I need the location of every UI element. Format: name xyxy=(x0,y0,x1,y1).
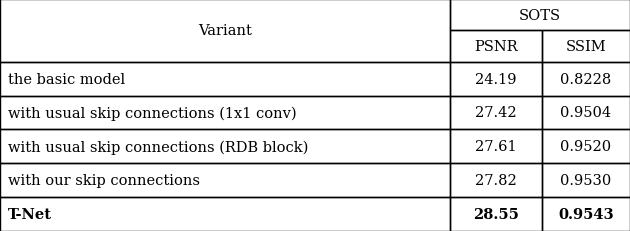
Bar xyxy=(0,197,450,231)
Text: 28.55: 28.55 xyxy=(473,207,519,221)
Text: with our skip connections: with our skip connections xyxy=(8,173,200,187)
Text: 0.8228: 0.8228 xyxy=(560,72,612,86)
Text: 0.9530: 0.9530 xyxy=(560,173,612,187)
Text: Variant: Variant xyxy=(198,24,252,38)
Bar xyxy=(0,96,450,130)
Text: SSIM: SSIM xyxy=(566,40,606,54)
Bar xyxy=(450,130,542,164)
Bar xyxy=(542,96,630,130)
Bar xyxy=(0,0,450,62)
Text: 27.61: 27.61 xyxy=(475,140,517,154)
Text: with usual skip connections (RDB block): with usual skip connections (RDB block) xyxy=(8,140,309,154)
Text: 27.82: 27.82 xyxy=(475,173,517,187)
Bar xyxy=(450,0,630,31)
Bar xyxy=(450,164,542,197)
Bar xyxy=(0,62,450,96)
Text: T-Net: T-Net xyxy=(8,207,52,221)
Bar xyxy=(450,197,542,231)
Bar xyxy=(0,164,450,197)
Bar xyxy=(450,96,542,130)
Text: 0.9520: 0.9520 xyxy=(560,140,612,154)
Text: 0.9543: 0.9543 xyxy=(558,207,614,221)
Bar xyxy=(450,62,542,96)
Bar xyxy=(542,164,630,197)
Text: SOTS: SOTS xyxy=(519,9,561,23)
Text: the basic model: the basic model xyxy=(8,72,125,86)
Bar xyxy=(450,31,542,62)
Bar xyxy=(0,130,450,164)
Bar xyxy=(542,62,630,96)
Bar xyxy=(542,31,630,62)
Bar xyxy=(542,197,630,231)
Text: 0.9504: 0.9504 xyxy=(560,106,612,120)
Bar xyxy=(542,130,630,164)
Text: PSNR: PSNR xyxy=(474,40,518,54)
Text: with usual skip connections (1x1 conv): with usual skip connections (1x1 conv) xyxy=(8,106,297,120)
Text: 27.42: 27.42 xyxy=(475,106,517,120)
Text: 24.19: 24.19 xyxy=(476,72,517,86)
